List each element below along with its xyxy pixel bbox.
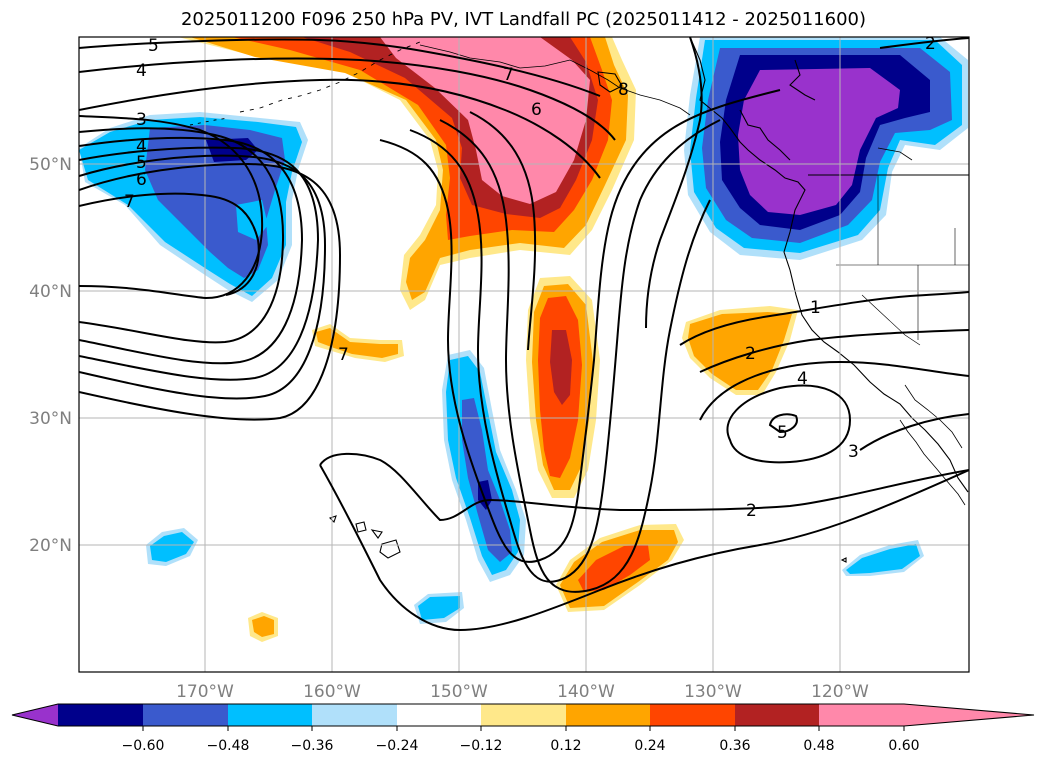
contour-label: 5 xyxy=(148,36,159,56)
contour-label: 4 xyxy=(797,369,808,389)
colorbar-tick-label: −0.48 xyxy=(207,738,250,754)
contour-label: 2 xyxy=(745,344,756,364)
colorbar-segment xyxy=(566,704,650,726)
colorbar-segment xyxy=(143,704,228,726)
lon-label-130w: 130°W xyxy=(684,682,742,702)
lon-label-140w: 140°W xyxy=(557,682,615,702)
contour-label: 1 xyxy=(810,298,821,318)
colorbar-tick-label: −0.60 xyxy=(122,738,165,754)
colorbar-tick-label: −0.12 xyxy=(460,738,503,754)
lat-label-20n: 20°N xyxy=(29,536,72,556)
pacific-nw-negative-anomaly xyxy=(684,37,968,260)
contour-label: 4 xyxy=(136,61,147,81)
colorbar-segment xyxy=(735,704,819,726)
colorbar-tick-label: −0.36 xyxy=(291,738,334,754)
lat-label-30n: 30°N xyxy=(29,409,72,429)
colorbar-outline xyxy=(11,703,1035,727)
lon-label-120w: 120°W xyxy=(811,682,869,702)
gridlines xyxy=(79,37,969,672)
colorbar-segment xyxy=(650,704,735,726)
colorbar-segment xyxy=(58,704,143,726)
colorbar-tick-labels: −0.60 −0.48 −0.36 −0.24 −0.12 0.12 0.24 … xyxy=(122,738,920,754)
california-positive-anomaly xyxy=(682,306,798,395)
colorbar-segment xyxy=(228,704,312,726)
subtropical-positive-band xyxy=(526,276,600,498)
colorbar: −0.60 −0.48 −0.36 −0.24 −0.12 0.12 0.24 … xyxy=(11,703,1035,754)
lon-label-170w: 170°W xyxy=(176,682,234,702)
longitude-labels: 170°W 160°W 150°W 140°W 130°W 120°W xyxy=(176,682,869,702)
contour-label: 4 xyxy=(136,137,147,157)
colorbar-extend-high xyxy=(904,704,1034,726)
colorbar-ticks xyxy=(142,726,905,731)
contour-label: 6 xyxy=(136,170,147,190)
colorbar-segment xyxy=(312,704,397,726)
contour-label: 8 xyxy=(618,80,629,100)
colorbar-tick-label: 0.60 xyxy=(888,738,919,754)
colorbar-segment xyxy=(397,704,481,726)
contour-label: 6 xyxy=(531,100,542,120)
pv-contours xyxy=(79,37,969,632)
colorbar-segment xyxy=(819,704,904,726)
colorbar-tick-label: 0.48 xyxy=(803,738,834,754)
alaska-positive-anomaly xyxy=(178,37,636,310)
lat-label-50n: 50°N xyxy=(29,155,72,175)
colorbar-tick-label: −0.24 xyxy=(376,738,419,754)
colorbar-segment xyxy=(481,704,566,726)
figure-title: 2025011200 F096 250 hPa PV, IVT Landfall… xyxy=(180,9,867,30)
contour-label: 5 xyxy=(777,423,788,443)
contour-label: 3 xyxy=(848,442,859,462)
contour-labels: 5 4 3 4 5 6 7 7 6 8 7 2 1 2 4 5 3 2 xyxy=(124,34,936,521)
lon-label-150w: 150°W xyxy=(430,682,488,702)
pc-filled-contours xyxy=(79,37,968,642)
contour-label: 7 xyxy=(338,345,349,365)
contour-label: 7 xyxy=(124,192,135,212)
map-border xyxy=(78,36,970,673)
colorbar-tick-label: 0.36 xyxy=(719,738,750,754)
lon-label-160w: 160°W xyxy=(303,682,361,702)
colorbar-extend-low xyxy=(12,704,58,726)
colorbar-tick-label: 0.12 xyxy=(550,738,581,754)
contour-label: 5 xyxy=(136,153,147,173)
contour-label: 3 xyxy=(136,110,147,130)
lat-label-40n: 40°N xyxy=(29,282,72,302)
subtropical-negative-band xyxy=(442,350,526,582)
latitude-labels: 20°N 30°N 40°N 50°N xyxy=(29,155,72,556)
colorbar-tick-label: 0.24 xyxy=(634,738,665,754)
contour-label: 2 xyxy=(746,501,757,521)
contour-label: 7 xyxy=(503,65,514,85)
minor-anomaly-patches xyxy=(146,324,924,642)
contour-label: 2 xyxy=(925,34,936,54)
coastlines xyxy=(189,37,969,563)
